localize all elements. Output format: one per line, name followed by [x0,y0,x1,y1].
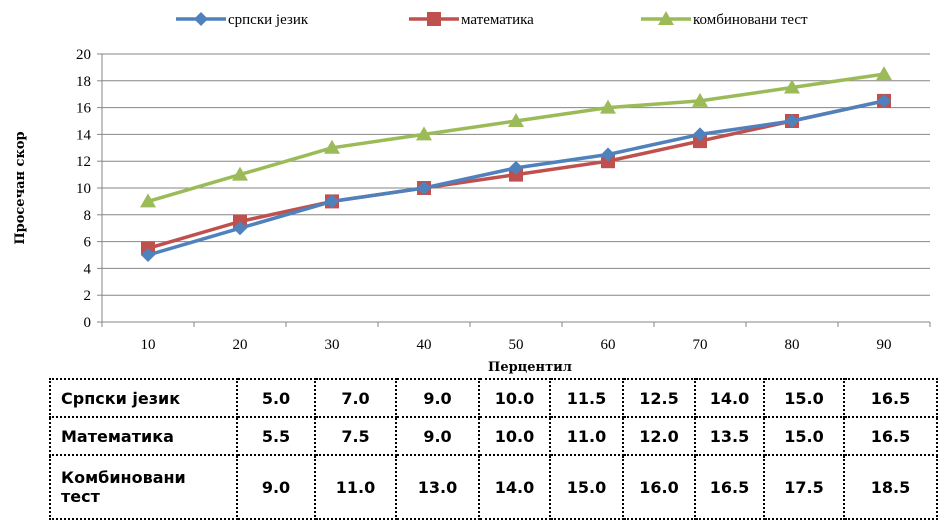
table-row: Српски језик 5.0 7.0 9.0 10.0 11.5 12.5 14.0 15.… [49,378,938,418]
table-cell: 12.0 [622,416,696,456]
table-cell: 15.0 [763,378,845,418]
data-point [324,139,340,154]
data-point [325,194,339,209]
data-point [140,193,156,208]
y-tick-label: 4 [84,261,92,277]
table-cell: 11.0 [549,416,624,456]
table-row: Математика 5.5 7.5 9.0 10.0 11.0 12.0 13.5 15.0 1… [49,416,938,456]
legend-entry: српски језик [176,12,309,28]
data-point [693,127,707,142]
series-lines [140,66,892,262]
y-tick-label: 10 [76,181,91,197]
x-axis-title: Перцентил [488,360,572,375]
series-1 [141,93,891,262]
row-label: Математика [49,416,238,456]
x-tick-label: 70 [693,337,708,353]
table-cell: 5.5 [236,416,316,456]
data-point [508,113,524,127]
data-point [141,248,155,262]
data-table: Српски језик 5.0 7.0 9.0 10.0 11.5 12.5 14.0 15.… [49,378,938,520]
y-tick-label: 20 [76,47,91,63]
table-cell: 7.0 [314,378,397,418]
legend-marker [194,12,208,26]
data-point [601,147,615,162]
legend-entry: математика [409,12,534,28]
table-cell: 5.0 [236,378,316,418]
data-point [416,126,432,141]
data-point [692,92,708,107]
data-point [877,93,891,108]
row-label: Српски језик [49,378,238,418]
table-cell: 10.0 [478,416,551,456]
y-tick-label: 18 [76,74,91,90]
y-tick-label: 12 [76,154,91,170]
x-tick-label: 80 [785,337,800,353]
data-point [232,166,248,181]
y-tick-label: 8 [84,208,92,224]
x-tick-label: 30 [325,337,340,353]
x-tick-label: 50 [509,337,524,353]
legend-marker [427,12,441,26]
series-line [147,72,885,204]
table-cell: 11.0 [314,454,397,520]
table-cell: 13.0 [395,454,480,520]
table-cell: 16.5 [843,416,938,456]
legend-label: српски језик [228,12,309,28]
table-cell: 14.0 [694,378,765,418]
table-cell: 9.0 [395,416,480,456]
table-cell: 10.0 [478,378,551,418]
table-cell: 13.5 [694,416,765,456]
table-cell: 9.0 [395,378,480,418]
table-cell: 17.5 [763,454,845,520]
x-tick-label: 10 [141,337,156,353]
x-tick-labels: 10 20 30 40 50 60 70 80 90 [141,337,892,353]
legend-label: математика [461,12,534,28]
table-cell: 15.0 [549,454,624,520]
x-tick-label: 40 [417,337,432,353]
y-tick-label: 16 [76,101,92,117]
series-3 [140,66,892,208]
table-cell: 11.5 [549,378,624,418]
data-point [876,66,892,81]
table-row: Комбиновани тест 9.0 11.0 13.0 14.0 15.0 16.0 1… [49,454,938,520]
table-cell: 9.0 [236,454,316,520]
legend-marker [658,11,674,25]
data-point [417,181,431,195]
y-tick-label: 0 [84,315,92,331]
table-cell: 14.0 [478,454,551,520]
gridlines [97,53,931,327]
table-cell: 18.5 [843,454,938,520]
table-cell: 15.0 [763,416,845,456]
data-point [784,79,800,94]
legend-entry: комбиновани тест [641,11,808,28]
table-cell: 7.5 [314,416,397,456]
table-cell: 16.5 [694,454,765,520]
legend: српски језик математика комбиновани тест [176,11,808,28]
data-point [600,99,616,114]
x-tick-label: 60 [601,337,616,353]
table-cell: 12.5 [622,378,696,418]
y-axis-title: Просечан скор [13,131,28,244]
axes [101,54,930,323]
data-point [509,160,523,175]
table-cell: 16.0 [622,454,696,520]
y-tick-label: 2 [84,288,92,304]
y-tick-label: 14 [76,127,92,143]
table-cell: 16.5 [843,378,938,418]
legend-label: комбиновани тест [693,12,808,28]
y-tick-labels: 0 2 4 6 8 10 12 14 16 18 20 [76,47,92,331]
row-label: Комбиновани тест [49,454,238,520]
data-point [785,114,799,128]
line-chart: 0 2 4 6 8 10 12 14 16 18 20 10 20 30 40 50 60 70 80 90 срп… [13,11,931,375]
x-tick-label: 20 [233,337,248,353]
y-tick-label: 6 [84,235,92,251]
x-tick-label: 90 [877,337,892,353]
data-point [233,221,247,236]
